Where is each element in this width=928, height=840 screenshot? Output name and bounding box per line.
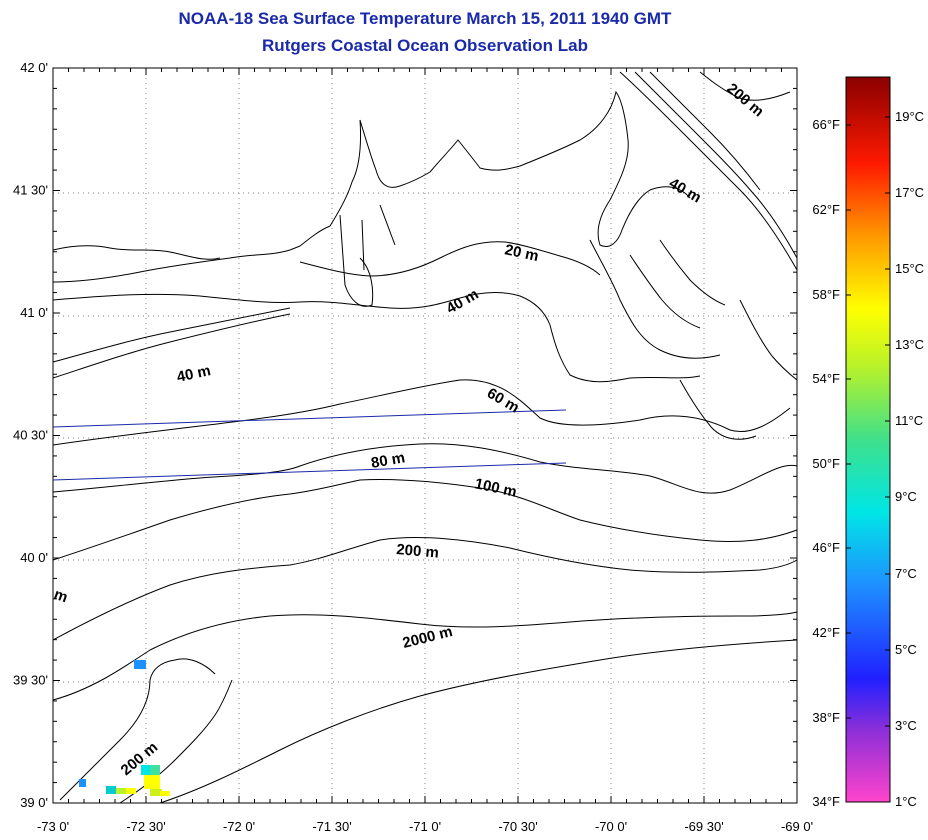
fahrenheit-label: 34°F [812,794,840,809]
latitude-label: 40 30' [13,428,48,443]
contour-label: 40 m [444,286,482,318]
longitude-label: -69 0' [781,819,813,834]
celsius-label: 9°C [895,489,917,504]
fahrenheit-label: 62°F [812,202,840,217]
fahrenheit-label: 50°F [812,456,840,471]
contour-label: 2000 m [401,623,454,652]
contour-label: 40 m [666,175,704,207]
map-subtitle: Rutgers Coastal Ocean Observation Lab [262,36,588,55]
bathymetry-contours [52,71,798,804]
celsius-label: 19°C [895,109,924,124]
map-title: NOAA-18 Sea Surface Temperature March 15… [178,9,672,28]
longitude-label: -69 30' [684,819,723,834]
longitude-label: -70 0' [595,819,627,834]
sst-pixels [79,660,170,796]
longitude-label: -72 0' [223,819,255,834]
celsius-label: 5°C [895,642,917,657]
celsius-label: 15°C [895,261,924,276]
contour-label: m [52,586,70,607]
sst-colorbar [845,76,891,803]
contour-labels: 200 m 40 m 20 m 40 m 40 m 60 m 80 m 100 … [52,80,767,779]
celsius-label: 11°C [895,413,923,428]
longitude-label: -70 30' [498,819,537,834]
contour-label: 40 m [175,362,212,386]
fahrenheit-label: 46°F [812,540,840,555]
longitude-label: -73 0' [37,819,69,834]
latitude-label: 39 0' [20,795,48,810]
longitude-label: -72 30' [126,819,165,834]
celsius-label: 3°C [895,718,917,733]
graticule-grid [53,68,797,803]
satellite-pass-lines [52,409,567,481]
longitude-label: -71 0' [409,819,441,834]
fahrenheit-label: 66°F [812,117,840,132]
longitude-label: -71 30' [312,819,351,834]
celsius-label: 17°C [895,185,924,200]
contour-label: 100 m [473,475,518,500]
fahrenheit-label: 58°F [812,287,840,302]
fahrenheit-label: 54°F [812,371,840,386]
celsius-label: 13°C [895,337,924,352]
contour-label: 200 m [396,541,440,562]
latitude-label: 39 30' [13,673,48,688]
contour-label: 80 m [370,449,407,472]
celsius-label: 7°C [895,566,917,581]
latitude-label: 42 0' [20,60,48,75]
fahrenheit-label: 42°F [812,625,840,640]
contour-label: 20 m [503,241,540,265]
latitude-label: 41 30' [13,183,48,198]
latitude-label: 41 0' [20,305,48,320]
latitude-label: 40 0' [20,550,48,565]
celsius-label: 1°C [895,794,917,809]
fahrenheit-label: 38°F [812,710,840,725]
